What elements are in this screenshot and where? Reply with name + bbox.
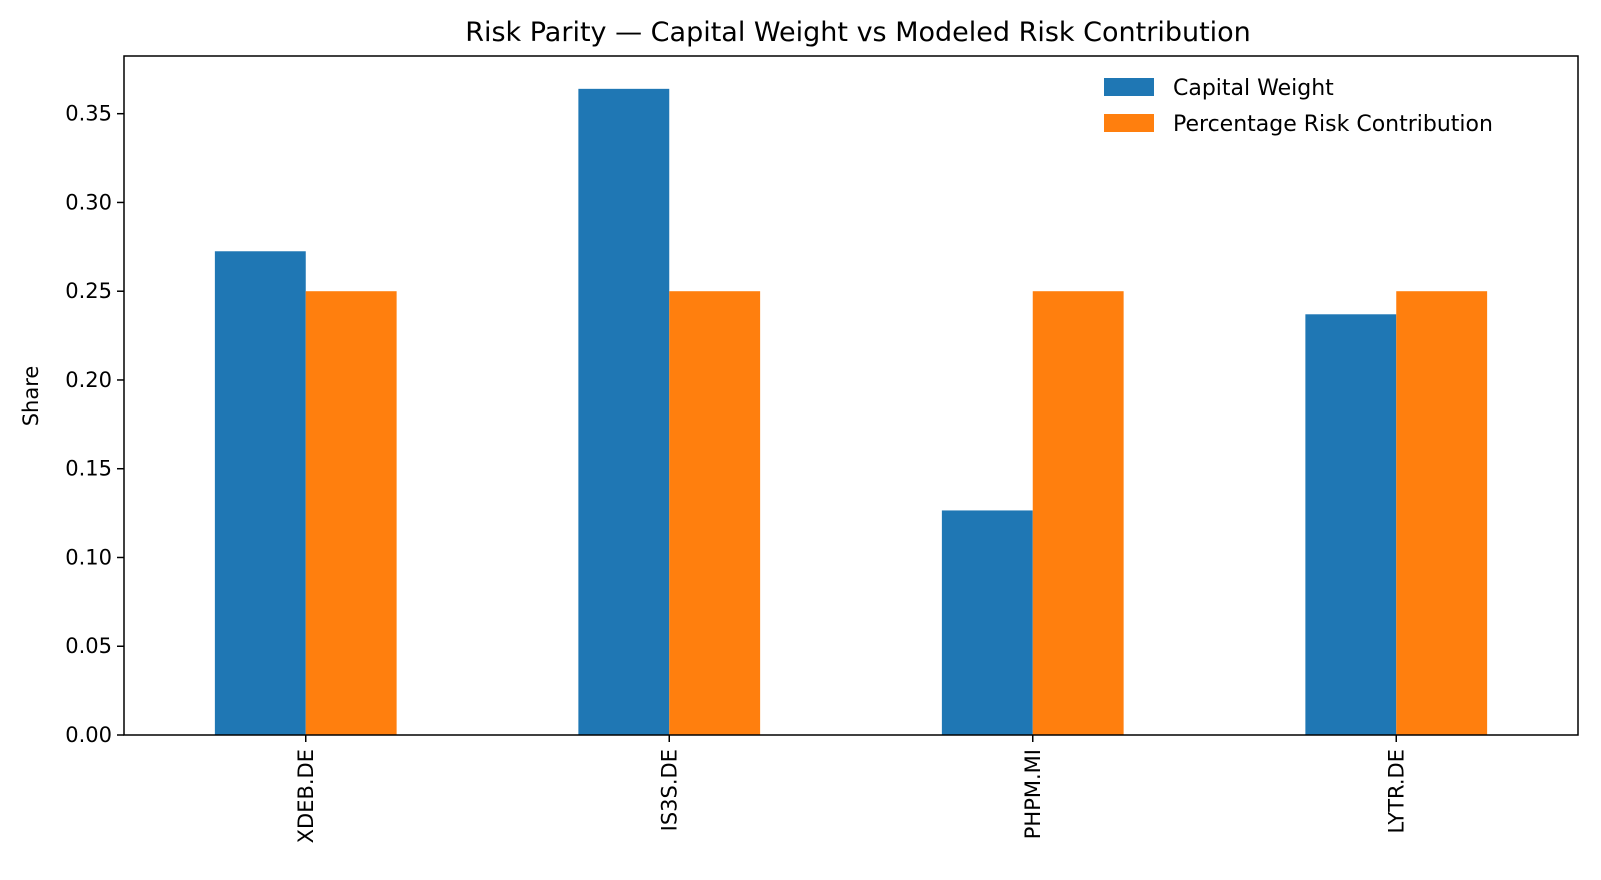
y-tick-label: 0.30	[65, 190, 112, 214]
y-axis: 0.00 0.05 0.10 0.15 0.20 0.25 0.30 0.35	[65, 102, 124, 747]
plot-frame	[123, 55, 1579, 736]
bar-xdeb-de-series-1	[214, 251, 306, 735]
chart-title: Risk Parity — Capital Weight vs Modeled …	[465, 17, 1251, 48]
y-tick-label: 0.25	[65, 279, 112, 303]
legend-swatch	[1104, 114, 1154, 132]
bar-lytr-de-series-1	[1305, 314, 1397, 735]
y-tick-label: 0.05	[65, 634, 112, 658]
legend: Capital Weight Percentage Risk Contributi…	[1104, 76, 1493, 137]
legend-label: Percentage Risk Contribution	[1173, 112, 1493, 137]
bar-phpm-mi-series-1	[941, 510, 1033, 735]
bar-xdeb-de-series-2	[305, 291, 397, 735]
x-tick-label: PHPM.MI	[1021, 749, 1045, 839]
legend-label: Capital Weight	[1173, 76, 1334, 101]
y-tick-label: 0.15	[65, 457, 112, 481]
x-axis: XDEB.DE IS3S.DE PHPM.MI LYTR.DE	[294, 735, 1408, 843]
legend-swatch	[1104, 78, 1154, 96]
bar-phpm-mi-series-2	[1032, 291, 1124, 735]
x-tick-label: IS3S.DE	[657, 749, 681, 831]
x-tick-label: XDEB.DE	[294, 749, 318, 843]
y-tick-label: 0.35	[65, 102, 112, 126]
x-tick-label: LYTR.DE	[1384, 749, 1408, 834]
plot-area	[214, 88, 1488, 736]
bar-is3s-de-series-2	[669, 291, 761, 735]
bar-lytr-de-series-2	[1396, 291, 1488, 735]
y-tick-label: 0.10	[65, 545, 112, 569]
y-axis-label: Share	[19, 366, 43, 427]
y-tick-label: 0.20	[65, 368, 112, 392]
bar-is3s-de-series-1	[578, 88, 670, 736]
y-tick-label: 0.00	[65, 723, 112, 747]
